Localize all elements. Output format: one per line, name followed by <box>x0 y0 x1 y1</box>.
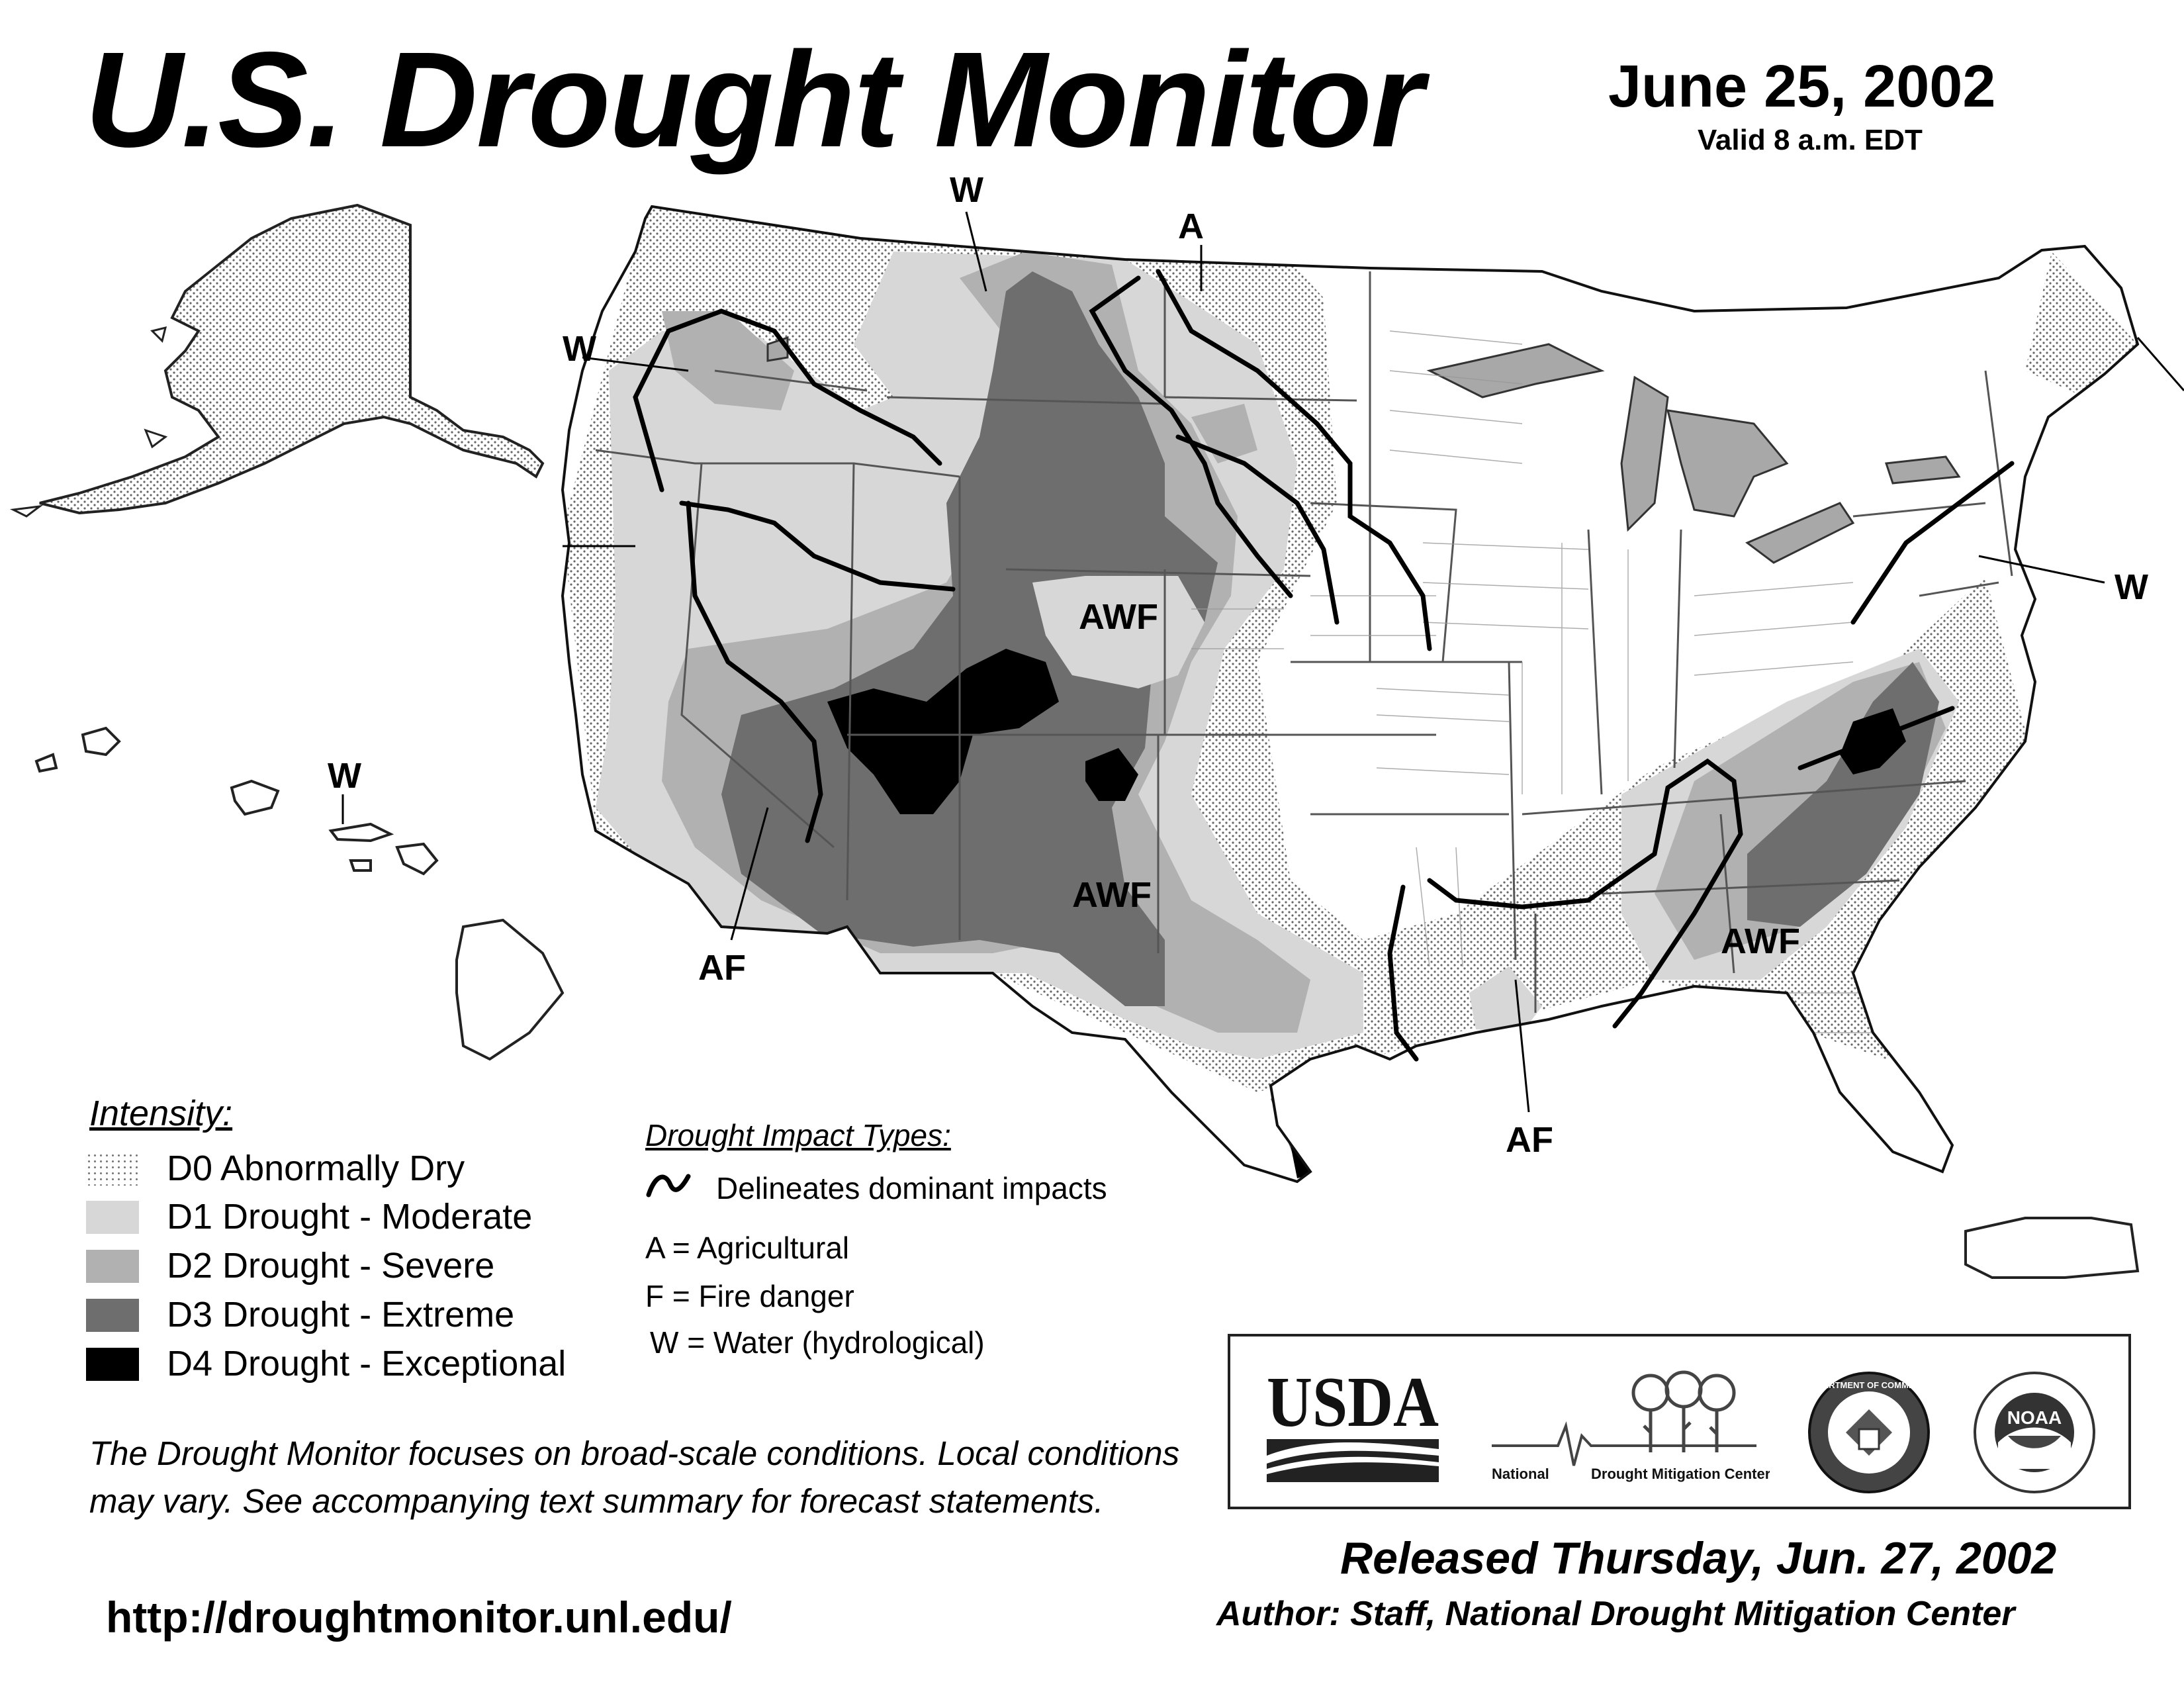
disclaimer-text: The Drought Monitor focuses on broad-sca… <box>89 1434 1180 1520</box>
legend-item-d1: D1 Drought - Moderate <box>86 1197 615 1237</box>
impact-label-w-hawaii: W <box>328 756 361 796</box>
legend-item-d0: D0 Abnormally Dry <box>86 1149 615 1188</box>
swatch-d3 <box>86 1299 139 1332</box>
legend-label-d4: D4 Drought - Exceptional <box>167 1344 567 1383</box>
impact-label-af-arizona: AF <box>698 948 746 988</box>
noaa-text: NOAA <box>2007 1407 2062 1428</box>
swatch-d0 <box>86 1152 139 1186</box>
map-date: June 25, 2002 <box>1608 54 1996 120</box>
impact-label-a-dakotas: A <box>1178 207 1204 246</box>
impact-type-agricultural: A = Agricultural <box>645 1231 850 1265</box>
impact-type-fire: F = Fire danger <box>645 1279 854 1313</box>
legend-label-d0: D0 Abnormally Dry <box>167 1149 465 1188</box>
legend-label-d2: D2 Drought - Severe <box>167 1246 495 1286</box>
puerto-rico <box>1964 1217 2140 1279</box>
impact-type-water: W = Water (hydrological) <box>650 1325 985 1360</box>
impact-label-w-montana: W <box>950 170 983 210</box>
sponsor-logos-box: USDA National Drought Mitigation Center … <box>1228 1334 2131 1509</box>
legend-label-d3: D3 Drought - Extreme <box>167 1295 515 1335</box>
commerce-seal-logo: DEPARTMENT OF COMMERCE <box>1806 1372 1932 1493</box>
impact-types-title: Drought Impact Types: <box>645 1118 951 1152</box>
impact-boundaries <box>633 269 2015 1062</box>
impact-label-w-northeast: W <box>2115 567 2148 607</box>
legend-label-d1: D1 Drought - Moderate <box>167 1197 533 1237</box>
legend-title: Intensity: <box>89 1094 233 1133</box>
impact-label-awf-southeast: AWF <box>1721 921 1800 961</box>
impact-delineates-label: Delineates dominant impacts <box>716 1171 1107 1205</box>
valid-time: Valid 8 a.m. EDT <box>1698 124 1923 156</box>
impact-label-w-northwest: W <box>563 329 596 369</box>
impact-label-af-louisiana: AF <box>1506 1120 1553 1160</box>
swatch-d4 <box>86 1348 139 1381</box>
swatch-d2 <box>86 1250 139 1283</box>
released-date: Released Thursday, Jun. 27, 2002 <box>1340 1533 2057 1583</box>
legend-item-d2: D2 Drought - Severe <box>86 1246 615 1286</box>
impact-line-icon <box>646 1174 691 1197</box>
ndmc-logo: National Drought Mitigation Center <box>1492 1370 1770 1482</box>
usda-logo: USDA <box>1267 1363 1439 1482</box>
commerce-seal-text: DEPARTMENT OF COMMERCE <box>1806 1380 1932 1390</box>
swatch-d1 <box>86 1201 139 1234</box>
hawaii <box>34 726 565 1061</box>
conus-outline <box>561 205 2140 1184</box>
legend-item-d3: D3 Drought - Extreme <box>86 1295 615 1335</box>
noaa-logo: NOAA <box>1974 1372 2095 1493</box>
page-title: U.S. Drought Monitor <box>85 24 1424 175</box>
website-url[interactable]: http://droughtmonitor.unl.edu/ <box>106 1593 732 1642</box>
ndmc-name-text: Drought Mitigation Center <box>1591 1466 1770 1482</box>
impact-label-awf-new-mexico: AWF <box>1072 875 1152 915</box>
usda-logo-text: USDA <box>1267 1363 1439 1442</box>
author-credit: Author: Staff, National Drought Mitigati… <box>1216 1595 2015 1633</box>
ndmc-national-text: National <box>1492 1466 1549 1482</box>
impact-label-awf-colorado: AWF <box>1079 597 1158 637</box>
legend-item-d4: D4 Drought - Exceptional <box>86 1344 615 1383</box>
alaska <box>9 203 545 518</box>
